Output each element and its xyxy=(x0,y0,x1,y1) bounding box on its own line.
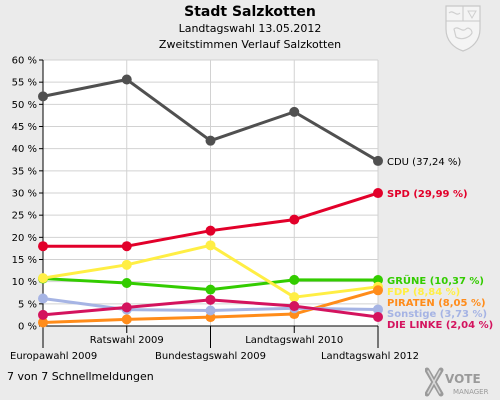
y-tick-label: 45 % xyxy=(12,122,37,133)
x-tick-label: Ratswahl 2009 xyxy=(90,335,164,346)
y-tick-label: 50 % xyxy=(12,100,37,111)
data-point xyxy=(121,302,132,313)
series-end-label: PIRATEN (8,05 %) xyxy=(387,298,486,309)
data-point xyxy=(121,277,132,288)
chart-title: Stadt Salzkotten xyxy=(184,4,316,20)
data-point xyxy=(38,317,48,328)
series-end-label: CDU (37,24 %) xyxy=(387,157,461,168)
y-axis-ticks: 0 % 5 % 10 % 15 % 20 % 25 % 30 % 35 % 40 % 45 % 50… xyxy=(12,56,43,333)
x-tick-label: Europawahl 2009 xyxy=(10,351,97,362)
y-tick-label: 35 % xyxy=(12,166,37,177)
data-point xyxy=(205,225,216,236)
data-point xyxy=(121,74,132,85)
data-point xyxy=(205,305,216,316)
y-tick-label: 10 % xyxy=(12,277,37,288)
y-tick-label: 5 % xyxy=(18,299,37,310)
data-point xyxy=(289,214,300,225)
chart-subtitle: Landtagswahl 13.05.2012 xyxy=(178,22,322,35)
series-end-label: Sonstige (3,73 %) xyxy=(387,309,487,320)
data-point xyxy=(373,155,383,166)
data-point xyxy=(38,273,48,284)
data-point xyxy=(121,259,132,270)
logo-subtext: MANAGER xyxy=(453,388,489,396)
series-labels: CDU (37,24 %) SPD (29,99 %) GRÜNE (10,37 %… xyxy=(387,157,493,331)
y-tick-label: 15 % xyxy=(12,255,37,266)
data-point xyxy=(205,135,216,146)
y-tick-label: 0 % xyxy=(18,322,37,333)
data-point xyxy=(289,274,300,285)
x-tick-label: Bundestagswahl 2009 xyxy=(155,351,266,362)
footer-status: 7 von 7 Schnellmeldungen xyxy=(7,370,154,383)
data-point xyxy=(38,293,48,304)
data-point xyxy=(38,241,48,252)
series-end-label: SPD (29,99 %) xyxy=(387,189,468,200)
data-point xyxy=(289,292,300,303)
data-point xyxy=(289,301,300,312)
x-axis-ticks: Europawahl 2009 Ratswahl 2009 Bundestagswa… xyxy=(10,326,419,362)
chart-subtitle-2: Zweitstimmen Verlauf Salzkotten xyxy=(158,38,342,51)
data-point xyxy=(205,240,216,251)
y-tick-label: 25 % xyxy=(12,211,37,222)
data-point xyxy=(121,314,132,325)
nrw-crest-icon xyxy=(445,5,481,52)
data-point xyxy=(38,91,48,102)
data-point xyxy=(38,309,48,320)
data-point xyxy=(121,241,132,252)
data-point xyxy=(373,188,383,199)
series-end-label: GRÜNE (10,37 %) xyxy=(387,273,484,287)
data-point xyxy=(289,106,300,117)
logo-text: VOTE xyxy=(445,372,481,386)
chart-series xyxy=(38,74,383,328)
y-tick-label: 20 % xyxy=(12,233,37,244)
x-tick-label: Landtagswahl 2010 xyxy=(245,335,343,346)
y-tick-label: 40 % xyxy=(12,144,37,155)
series-end-label: DIE LINKE (2,04 %) xyxy=(387,320,493,331)
data-point xyxy=(373,311,383,322)
y-tick-label: 55 % xyxy=(12,78,37,89)
data-point xyxy=(373,285,383,296)
x-tick-label: Landtagswahl 2012 xyxy=(321,351,419,362)
data-point xyxy=(373,304,383,315)
series-end-label: FDP (8,84 %) xyxy=(387,287,460,298)
vote-manager-logo-icon: VOTE MANAGER xyxy=(425,367,489,397)
data-point xyxy=(205,284,216,295)
y-tick-label: 60 % xyxy=(12,56,37,67)
y-tick-label: 30 % xyxy=(12,189,37,200)
data-point xyxy=(205,294,216,305)
